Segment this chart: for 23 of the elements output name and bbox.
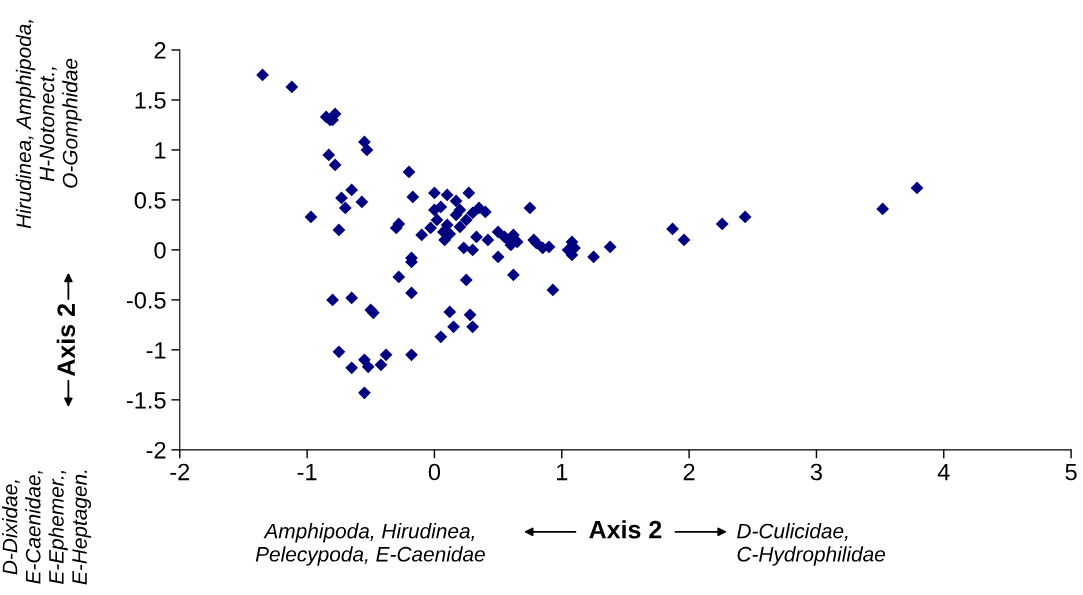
y-tick-label: -2 [146, 441, 166, 459]
x-tick-label: -1 [297, 463, 317, 481]
x-tick-label: 0 [428, 463, 441, 481]
x-tick-label: 1 [557, 463, 568, 481]
text: D-Culicidae, C-Hydrophilidae [737, 523, 886, 566]
y-tick-label: -1.5 [126, 392, 166, 409]
x-axis-title: Axis 2 [589, 520, 662, 539]
x-tick-label: 5 [1065, 463, 1077, 481]
text: Hirudinea, Amphipoda, H-Notonect., O-Gomphidae [15, 20, 82, 229]
y-tick-label: -0.5 [126, 291, 166, 309]
y-tick-label: 2 [154, 42, 166, 59]
y-axis-title: Axis 2 [56, 304, 76, 377]
y-tick-label: 0 [154, 241, 166, 259]
x-tick-label: -2 [170, 463, 190, 481]
x-tick-label: 3 [810, 463, 822, 481]
y-tick-label: -1 [146, 342, 166, 359]
x-tick-label: 2 [683, 463, 695, 481]
text: D-Dixidae, E-Caenidae, E-Ephemer., E-Heptagen. [2, 470, 92, 585]
text: Amphipoda, Hirudinea, Pelecypoda, E-Caenidae [255, 523, 485, 566]
y-tick-label: 1 [155, 142, 166, 159]
y-tick-label: 0.5 [134, 191, 166, 209]
x-tick-label: 4 [937, 463, 950, 481]
y-tick-label: 1.5 [135, 92, 166, 109]
